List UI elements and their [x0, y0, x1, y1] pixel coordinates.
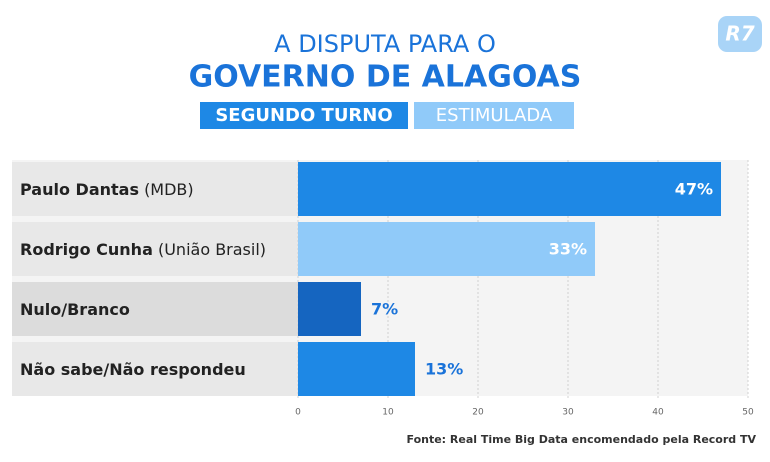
label-bg: [12, 282, 298, 336]
category-name: Paulo Dantas: [20, 180, 139, 199]
value-label: 13%: [425, 360, 463, 379]
category-name: Rodrigo Cunha: [20, 240, 153, 259]
badge: ESTIMULADA: [436, 105, 553, 126]
chart-subtitle: GOVERNO DE ALAGOAS: [189, 60, 582, 95]
badge-bg: [200, 102, 408, 129]
category-name: Não sabe/Não respondeu: [20, 360, 246, 379]
category-label: Nulo/Branco: [20, 300, 130, 319]
logo: R7: [725, 22, 754, 46]
x-tick-label: 20: [472, 408, 484, 418]
value-label: 33%: [549, 240, 587, 259]
category-label: Paulo Dantas (MDB): [20, 180, 194, 199]
source: Fonte: Real Time Big Data encomendado pe…: [407, 433, 757, 446]
category-label: Rodrigo Cunha (União Brasil): [20, 240, 266, 259]
label-bg: [12, 342, 298, 396]
bar: [298, 282, 361, 336]
x-tick-label: 10: [382, 408, 394, 418]
badge-bg: [414, 102, 574, 129]
x-tick-label: 50: [742, 408, 754, 418]
value-label: 7%: [371, 300, 398, 319]
label-bg: [12, 222, 298, 276]
x-tick-label: 0: [295, 408, 301, 418]
bar: [298, 222, 595, 276]
logo-badge: [718, 16, 762, 52]
x-tick-label: 40: [652, 408, 664, 418]
value-label: 47%: [675, 180, 713, 199]
category-name: Nulo/Branco: [20, 300, 130, 319]
label-bg: [12, 162, 298, 216]
chart-title: A DISPUTA PARA O: [274, 30, 496, 58]
badge: SEGUNDO TURNO: [215, 105, 392, 126]
bar: [298, 162, 721, 216]
bar: [298, 342, 415, 396]
x-tick-label: 30: [562, 408, 574, 418]
category-note: (MDB): [144, 180, 194, 199]
category-note: (União Brasil): [158, 240, 266, 259]
category-label: Não sabe/Não respondeu: [20, 360, 246, 379]
